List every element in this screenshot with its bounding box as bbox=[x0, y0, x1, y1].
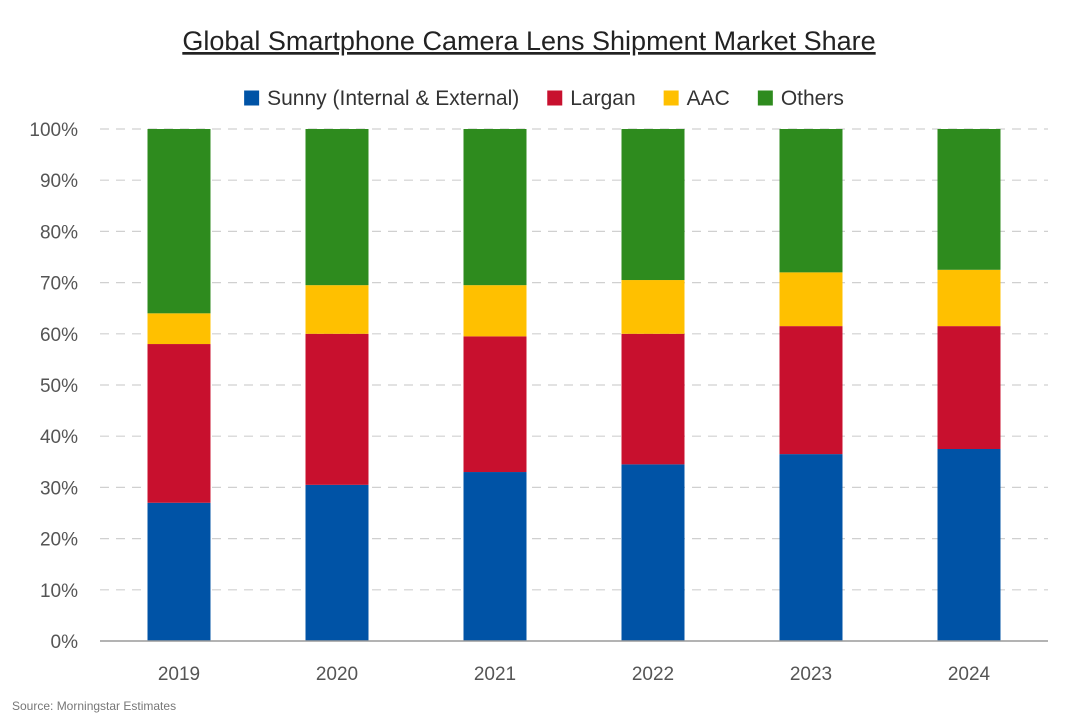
x-axis-ticks: 2019 2020 2021 2022 2023 2024 bbox=[158, 664, 991, 685]
bar-segment bbox=[621, 464, 685, 641]
bar-segment bbox=[305, 129, 369, 286]
bar-segment bbox=[621, 333, 685, 465]
bar-segment bbox=[305, 333, 369, 485]
bar-segment bbox=[147, 313, 211, 345]
legend-label: Largan bbox=[570, 87, 635, 110]
x-tick-label: 2019 bbox=[158, 664, 200, 685]
bar-segment bbox=[937, 326, 1001, 449]
y-tick-label: 60% bbox=[40, 325, 78, 346]
legend-item: Others bbox=[757, 87, 844, 110]
x-tick-label: 2024 bbox=[948, 664, 991, 685]
bar-segment bbox=[937, 269, 1001, 327]
y-tick-label: 90% bbox=[40, 171, 78, 192]
bars bbox=[147, 129, 1001, 641]
bar-segment bbox=[463, 472, 527, 641]
x-tick-label: 2022 bbox=[632, 664, 674, 685]
bar-segment bbox=[463, 129, 527, 286]
x-tick-label: 2020 bbox=[316, 664, 358, 685]
y-tick-label: 30% bbox=[40, 478, 78, 499]
y-tick-label: 100% bbox=[29, 120, 78, 141]
bar-segment bbox=[779, 129, 843, 273]
y-tick-label: 70% bbox=[40, 274, 78, 295]
source-note: Source: Morningstar Estimates bbox=[12, 699, 176, 713]
chart-title: Global Smartphone Camera Lens Shipment M… bbox=[182, 26, 875, 56]
legend-item: Sunny (Internal & External) bbox=[244, 87, 519, 110]
bar-segment bbox=[779, 272, 843, 327]
legend-label: AAC bbox=[687, 87, 730, 110]
bar-segment bbox=[463, 285, 527, 337]
y-tick-label: 20% bbox=[40, 530, 78, 551]
bar-segment bbox=[305, 285, 369, 334]
y-tick-label: 40% bbox=[40, 427, 78, 448]
legend-swatch bbox=[663, 90, 679, 106]
bar-segment bbox=[621, 129, 685, 281]
y-tick-label: 0% bbox=[51, 632, 79, 653]
y-tick-label: 10% bbox=[40, 581, 78, 602]
bar-segment bbox=[779, 454, 843, 641]
x-tick-label: 2023 bbox=[790, 664, 832, 685]
bar-segment bbox=[937, 449, 1001, 641]
bar-segment bbox=[463, 336, 527, 473]
y-tick-label: 50% bbox=[40, 376, 78, 397]
bar-segment bbox=[147, 502, 211, 641]
y-tick-label: 80% bbox=[40, 222, 78, 243]
legend-label: Sunny (Internal & External) bbox=[267, 87, 519, 110]
legend-label: Others bbox=[781, 87, 844, 110]
legend: Sunny (Internal & External) Largan AAC Othe… bbox=[244, 87, 844, 110]
bar-segment bbox=[147, 344, 211, 503]
y-axis-ticks: 0% 10% 20% 30% 40% 50% 60% 70% 80% 90% 100% bbox=[29, 120, 78, 653]
bar-segment bbox=[937, 129, 1001, 270]
legend-swatch bbox=[757, 90, 773, 106]
x-tick-label: 2021 bbox=[474, 664, 516, 685]
legend-item: AAC bbox=[663, 87, 730, 110]
bar-segment bbox=[779, 326, 843, 455]
bar-segment bbox=[621, 280, 685, 334]
bar-segment bbox=[147, 129, 211, 314]
legend-swatch bbox=[244, 90, 260, 106]
gridlines bbox=[100, 128, 1048, 591]
legend-swatch bbox=[547, 90, 563, 106]
bar-segment bbox=[305, 484, 369, 641]
legend-item: Largan bbox=[547, 87, 636, 110]
